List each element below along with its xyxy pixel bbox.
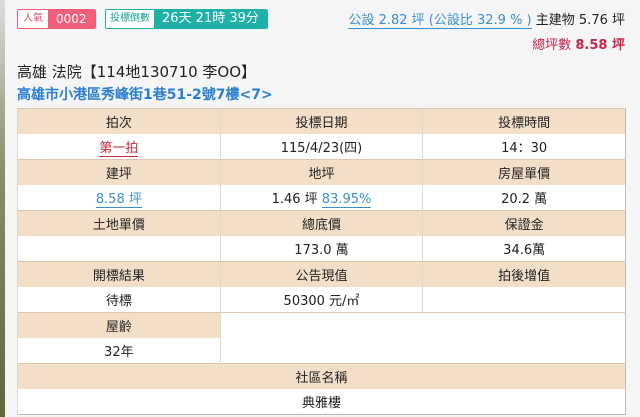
area-summary: 公設 2.82 坪 (公設比 32.9 % ) 主建物 5.76 坪	[348, 9, 625, 29]
deposit: 34.6萬	[422, 236, 626, 262]
header-cell: 房屋單價	[422, 159, 626, 185]
post-auction-gain	[422, 287, 626, 313]
header-cell: 屋齡	[17, 312, 221, 338]
house-age: 32年	[17, 338, 221, 364]
header-cell: 拍後增值	[422, 261, 626, 287]
countdown-badge: 投標倒數 26天 21時 39分	[105, 9, 268, 29]
background-edge	[0, 0, 5, 417]
announced-value: 50300 元/㎡	[219, 287, 423, 313]
header-cell: 總底價	[219, 210, 423, 236]
countdown-label: 投標倒數	[106, 10, 154, 28]
header-cell: 拍次	[17, 108, 221, 134]
case-title: 高雄 法院【114地130710 李OO】	[17, 63, 257, 81]
popularity-value: 0002	[48, 10, 95, 28]
header-cell: 投標時間	[422, 108, 626, 134]
address-link[interactable]: 高雄市小港區秀峰街1巷51-2號7樓<7>	[17, 87, 273, 103]
result: 待標	[17, 287, 221, 313]
header-cell: 公告現值	[219, 261, 423, 287]
header-cell: 地坪	[219, 159, 423, 185]
base-price: 173.0 萬	[219, 236, 423, 262]
total-area: 總坪數 8.58 坪	[532, 34, 625, 53]
header-cell: 開標結果	[17, 261, 221, 287]
community-name: 典雅樓	[17, 389, 626, 415]
auction-round-link[interactable]: 第一拍	[99, 141, 139, 157]
bid-time: 14：30	[422, 134, 626, 160]
land-ratio-link[interactable]: 83.95%	[321, 192, 372, 208]
total-label: 總坪數	[532, 38, 572, 53]
countdown-value: 26天 21時 39分	[154, 10, 267, 28]
header-cell: 建坪	[17, 159, 221, 185]
land-area: 1.46 坪	[271, 192, 318, 207]
header-cell: 社區名稱	[17, 363, 626, 389]
public-area-link[interactable]: 公設 2.82 坪 (公設比 32.9 % )	[348, 13, 532, 29]
total-value: 8.58 坪	[575, 38, 625, 53]
popularity-badge: 人氣 0002	[17, 9, 96, 29]
header-cell: 投標日期	[219, 108, 423, 134]
header-cell: 保證金	[422, 210, 626, 236]
land-unit-price	[17, 236, 221, 262]
building-area-link[interactable]: 8.58 坪	[95, 192, 142, 208]
house-unit-price: 20.2 萬	[422, 185, 626, 211]
popularity-label: 人氣	[18, 10, 48, 28]
auction-info-table: 拍次 投標日期 投標時間 第一拍 115/4/23(四) 14：30 建坪 地坪 房屋單價 …	[17, 108, 626, 415]
bid-date: 115/4/23(四)	[219, 134, 423, 160]
main-building: 主建物 5.76 坪	[535, 13, 625, 28]
empty-cell	[219, 312, 626, 364]
header-cell: 土地單價	[17, 210, 221, 236]
